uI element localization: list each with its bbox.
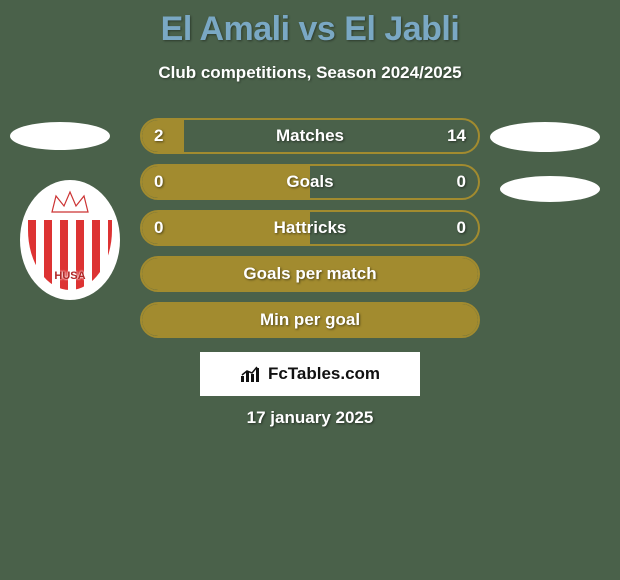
stat-row-goals-per-match: Goals per match <box>140 256 480 292</box>
chart-icon <box>240 365 262 383</box>
stat-label: Goals per match <box>142 264 478 284</box>
stat-right-value: 14 <box>447 126 466 146</box>
stat-row-matches: 2 Matches 14 <box>140 118 480 154</box>
watermark-text: FcTables.com <box>268 364 380 384</box>
comparison-chart: 2 Matches 14 0 Goals 0 0 Hattricks 0 Goa… <box>140 118 480 348</box>
club-badge-right-placeholder <box>500 176 600 202</box>
player-avatar-left-placeholder <box>10 122 110 150</box>
stat-row-hattricks: 0 Hattricks 0 <box>140 210 480 246</box>
crown-icon <box>50 190 90 214</box>
stat-row-min-per-goal: Min per goal <box>140 302 480 338</box>
stat-right-value: 0 <box>457 172 466 192</box>
stat-label: Matches <box>142 126 478 146</box>
stat-right-value: 0 <box>457 218 466 238</box>
subtitle: Club competitions, Season 2024/2025 <box>0 63 620 83</box>
stat-label: Goals <box>142 172 478 192</box>
stat-label: Min per goal <box>142 310 478 330</box>
club-badge-text: HUSA <box>20 270 120 282</box>
date-text: 17 january 2025 <box>0 408 620 428</box>
stat-row-goals: 0 Goals 0 <box>140 164 480 200</box>
club-badge-left: HUSA <box>20 180 120 300</box>
page-title: El Amali vs El Jabli <box>0 0 620 49</box>
watermark: FcTables.com <box>200 352 420 396</box>
stat-label: Hattricks <box>142 218 478 238</box>
player-avatar-right-placeholder <box>490 122 600 152</box>
